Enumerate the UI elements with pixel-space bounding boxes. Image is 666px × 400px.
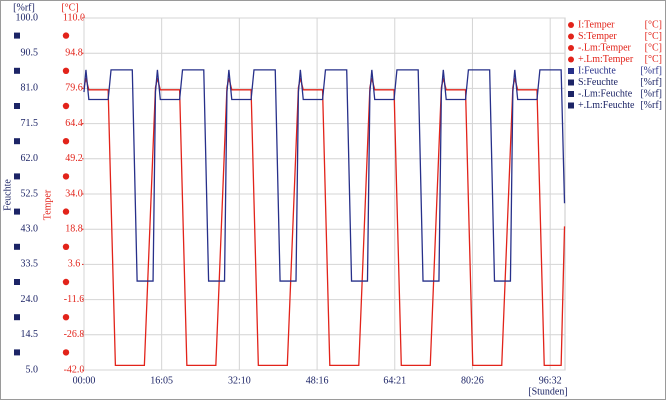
x-tick-label: 48:16	[306, 375, 329, 386]
y2-tick-label: -26.8	[64, 329, 85, 340]
x-tick-label: 16:05	[150, 375, 173, 386]
y-axis-marker	[14, 349, 20, 356]
y2-axis-marker	[62, 314, 70, 321]
legend-marker	[568, 68, 574, 74]
legend-label: +.Lm:Feuchte	[578, 100, 635, 111]
legend-label: I:Feuchte	[578, 65, 616, 76]
legend-unit: [°C]	[645, 42, 662, 53]
y2-tick-label: 110.0	[63, 12, 85, 23]
y2-axis-title: Temper	[42, 189, 53, 220]
y2-tick-label: -11.6	[64, 294, 84, 305]
legend-marker	[568, 33, 574, 40]
x-tick-label: 64:21	[383, 375, 406, 386]
y-tick-label: 33.5	[21, 259, 39, 270]
y2-tick-label: 18.8	[65, 223, 83, 234]
y2-tick-label: 49.2	[65, 153, 83, 164]
y2-axis-marker	[62, 67, 70, 75]
y-tick-label: 24.0	[21, 294, 39, 305]
y2-tick-label: 79.6	[65, 83, 83, 94]
y2-tick-label: 94.8	[65, 47, 83, 58]
legend-label: S:Feuchte	[578, 77, 619, 88]
legend-unit: [%rf]	[640, 65, 662, 76]
x-tick-label: 80:26	[461, 375, 484, 386]
legend-unit: [%rf]	[640, 77, 662, 88]
x-tick-label: 00:00	[73, 375, 96, 386]
y-axis-marker	[14, 32, 20, 39]
legend-marker	[568, 45, 574, 51]
legend-marker	[568, 102, 574, 109]
y-axis-marker	[14, 173, 20, 180]
y-tick-label: 71.5	[21, 118, 39, 129]
y-axis-marker	[14, 243, 20, 250]
y2-tick-label: 3.6	[68, 259, 81, 270]
legend-unit: [°C]	[645, 19, 662, 30]
y-tick-label: 14.5	[21, 329, 39, 340]
x-tick-label: 96:32	[539, 375, 562, 386]
legend-label: +.Lm:Temper	[578, 54, 634, 65]
y2-axis-marker	[62, 173, 70, 180]
legend-unit: [°C]	[645, 31, 662, 42]
y-axis-marker	[14, 314, 20, 321]
y-axis-marker	[14, 67, 20, 74]
y2-axis-marker	[62, 138, 70, 145]
legend-marker	[568, 22, 574, 28]
legend-marker	[568, 56, 574, 63]
y-tick-label: 52.5	[21, 188, 39, 199]
y-axis-marker	[14, 279, 20, 285]
y-tick-label: 62.0	[21, 153, 39, 164]
legend-unit: [%rf]	[640, 88, 662, 99]
legend-label: S:Temper	[578, 31, 617, 42]
y2-axis-marker	[62, 32, 70, 39]
y2-tick-label: 64.4	[65, 118, 83, 129]
legend-label: -.Lm:Temper	[578, 42, 632, 53]
y-axis-marker	[14, 208, 20, 215]
y2-unit: [°C]	[61, 2, 78, 13]
x-axis-title: [Stunden]	[528, 386, 567, 397]
legend-label: -.Lm:Feuchte	[578, 88, 633, 99]
legend-unit: [°C]	[645, 54, 662, 65]
x-tick-label: 32:10	[228, 375, 251, 386]
y-unit: [%rf]	[13, 2, 35, 13]
y-tick-label: 43.0	[21, 223, 39, 234]
legend-unit: [%rf]	[640, 100, 662, 111]
y2-axis-marker	[62, 208, 70, 215]
y-tick-label: 5.0	[26, 364, 39, 375]
y2-axis-marker	[62, 243, 70, 250]
y-tick-label: 90.5	[21, 47, 39, 58]
y2-axis-marker	[62, 278, 70, 286]
legend-marker	[568, 79, 574, 86]
y-axis-title: Feuchte	[2, 179, 13, 211]
y-tick-label: 81.0	[21, 83, 39, 94]
y2-axis-marker	[62, 102, 70, 110]
y2-tick-label: 34.0	[65, 188, 83, 199]
series-line	[83, 69, 566, 282]
y-axis-marker	[14, 103, 20, 109]
y-axis-marker	[14, 138, 20, 145]
y2-tick-label: -42.0	[64, 364, 85, 375]
y-tick-label: 100.0	[16, 12, 39, 23]
legend-marker	[568, 91, 574, 97]
legend-label: I:Temper	[578, 19, 615, 30]
y2-axis-marker	[62, 349, 70, 356]
